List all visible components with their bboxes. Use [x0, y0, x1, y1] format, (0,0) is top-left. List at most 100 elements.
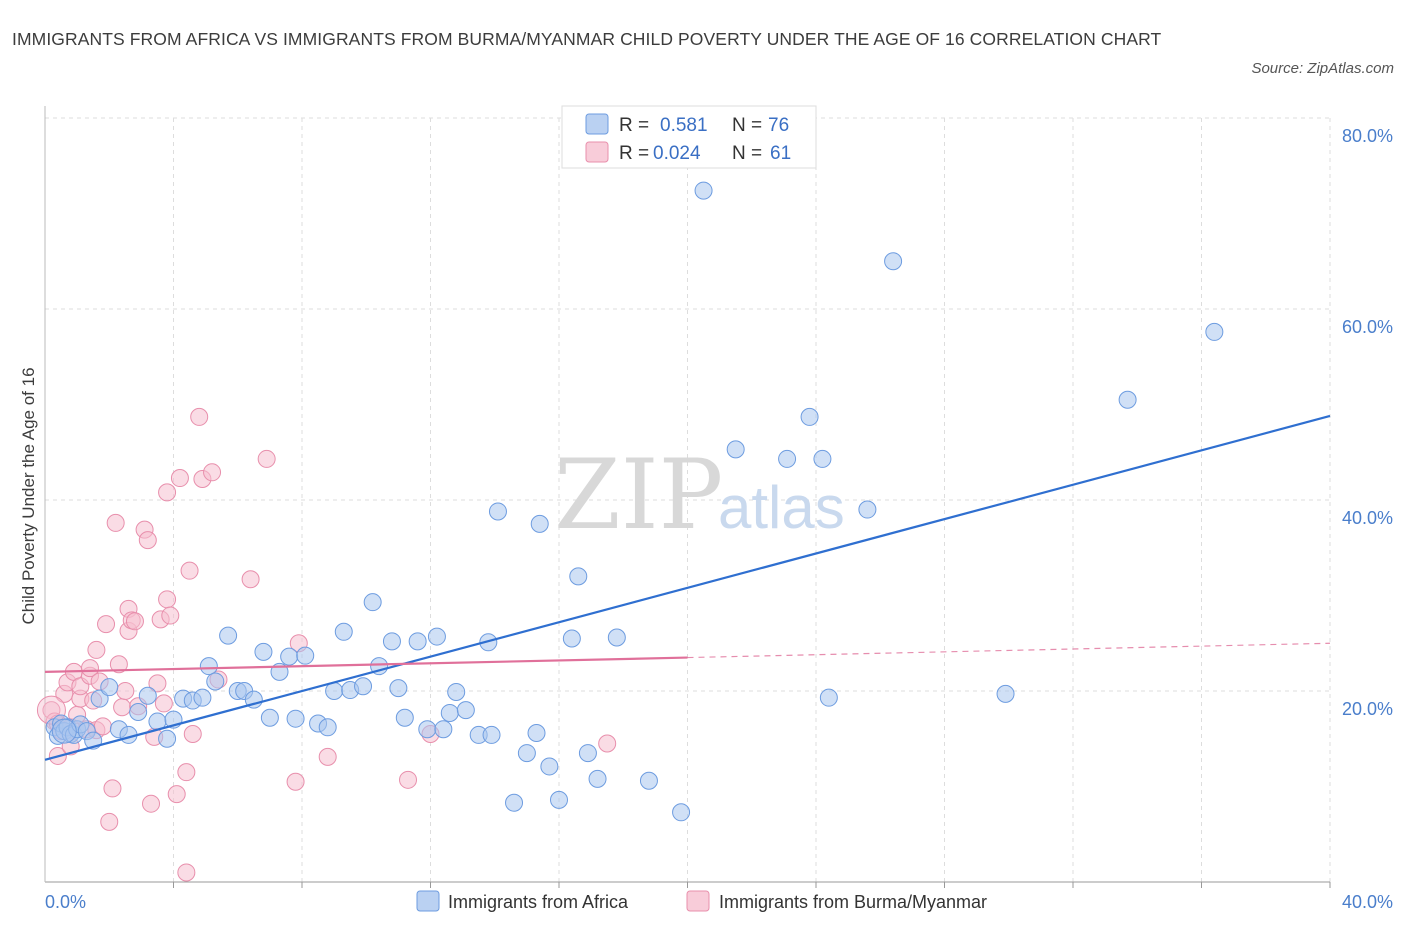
africa-point — [286, 709, 305, 728]
africa-point — [318, 718, 337, 737]
series-legend-label-burma: Immigrants from Burma/Myanmar — [719, 892, 987, 912]
burma-point — [177, 763, 196, 782]
burma-point — [241, 570, 260, 589]
y-axis-label: Child Poverty Under the Age of 16 — [19, 367, 38, 624]
burma-point — [97, 615, 116, 634]
burma-point — [148, 674, 167, 693]
africa-point — [90, 689, 109, 708]
africa-point — [138, 686, 157, 705]
africa-point — [389, 679, 408, 698]
burma-trend-line-extension — [687, 642, 1331, 659]
africa-point — [482, 725, 501, 744]
burma-point — [100, 812, 119, 831]
watermark-zip: ZIP — [554, 439, 723, 551]
africa-point — [607, 628, 626, 647]
africa-point — [456, 701, 475, 720]
legend-n-label-burma: N = — [732, 143, 762, 164]
series-legend-label-africa: Immigrants from Africa — [448, 892, 629, 912]
series-legend: Immigrants from Africa Immigrants from B… — [416, 890, 987, 912]
africa-point — [672, 803, 691, 822]
africa-point — [800, 407, 819, 426]
burma-point — [167, 785, 186, 804]
africa-point — [694, 181, 713, 200]
africa-point — [884, 252, 903, 271]
africa-point — [363, 593, 382, 612]
burma-point — [103, 779, 122, 798]
africa-point — [578, 744, 597, 763]
africa-point — [488, 502, 507, 521]
burma-point — [598, 734, 617, 753]
africa-point — [588, 769, 607, 788]
africa-point — [1205, 322, 1224, 341]
africa-point — [280, 647, 299, 666]
africa-point — [427, 627, 446, 646]
africa-point — [199, 657, 218, 676]
africa-point — [334, 622, 353, 641]
africa-point — [434, 720, 453, 739]
africa-point — [447, 682, 466, 701]
burma-trend-line — [44, 656, 688, 673]
africa-point — [382, 632, 401, 651]
legend-swatch-africa — [585, 113, 609, 135]
africa-point — [996, 684, 1015, 703]
africa-point — [408, 632, 427, 651]
legend-n-label-africa: N = — [732, 115, 762, 136]
burma-point — [154, 694, 173, 713]
africa-point — [550, 790, 568, 809]
africa-point — [418, 720, 437, 739]
y-tick-labels: 80.0% 60.0% 40.0% 20.0% — [1342, 126, 1393, 719]
africa-point — [219, 626, 238, 645]
legend-r-value-burma: 0.024 — [653, 143, 701, 164]
africa-point — [193, 688, 212, 707]
africa-trend-line — [44, 414, 1331, 761]
burma-point — [177, 863, 196, 882]
burma-point — [170, 469, 189, 488]
africa-point — [440, 703, 459, 722]
africa-point — [395, 708, 414, 727]
africa-point — [819, 688, 838, 707]
africa-point — [260, 708, 279, 727]
legend-n-value-burma: 61 — [770, 143, 791, 164]
burma-point — [109, 655, 128, 674]
africa-point — [158, 729, 177, 748]
legend-r-value-africa: 0.581 — [660, 115, 708, 136]
burma-point — [80, 659, 99, 678]
burma-point — [399, 770, 418, 789]
y-tick-label: 40.0% — [1342, 508, 1393, 528]
series-legend-swatch-burma — [686, 890, 710, 912]
watermark-atlas: atlas — [718, 474, 845, 541]
burma-point — [158, 483, 177, 502]
chart-title: IMMIGRANTS FROM AFRICA VS IMMIGRANTS FRO… — [12, 29, 1162, 49]
burma-point — [138, 531, 157, 550]
chart-source: Source: ZipAtlas.com — [1251, 60, 1394, 77]
africa-point — [354, 677, 373, 696]
x-tick-labels: 0.0% 40.0% — [45, 892, 1393, 912]
legend-r-label-burma: R = — [619, 143, 649, 164]
burma-point — [106, 513, 125, 532]
x-tick-label-min: 0.0% — [45, 892, 86, 912]
burma-point — [93, 717, 112, 736]
africa-point — [530, 514, 549, 533]
africa-point — [726, 440, 745, 459]
burma-point — [286, 772, 305, 791]
legend-r-label-africa: R = — [619, 115, 649, 136]
africa-point — [296, 646, 315, 665]
burma-point — [161, 606, 180, 625]
burma-point — [116, 682, 135, 700]
burma-point — [318, 747, 337, 766]
series-legend-swatch-africa — [416, 890, 440, 912]
africa-point — [505, 793, 524, 812]
x-tick-label-max: 40.0% — [1342, 892, 1393, 912]
africa-point — [100, 678, 119, 697]
africa-point — [517, 744, 536, 763]
africa-point — [206, 672, 225, 691]
africa-point — [1118, 390, 1137, 409]
legend-swatch-burma — [585, 141, 609, 163]
burma-point — [158, 590, 177, 609]
africa-point — [813, 449, 832, 468]
trend-lines — [44, 414, 1331, 761]
africa-point — [858, 500, 877, 519]
y-tick-label: 20.0% — [1342, 699, 1393, 719]
burma-point — [203, 463, 222, 482]
